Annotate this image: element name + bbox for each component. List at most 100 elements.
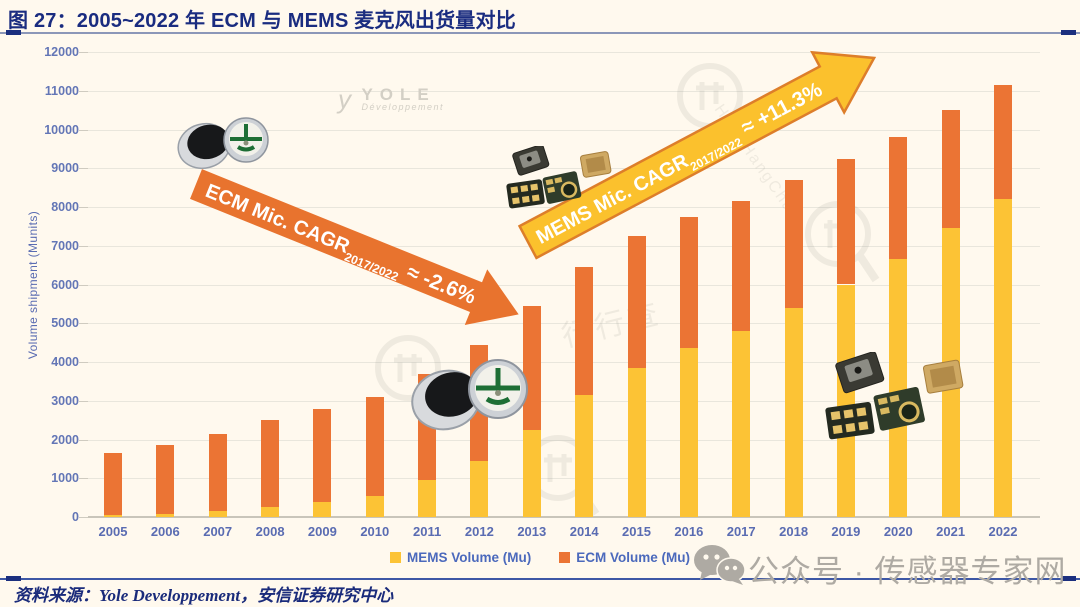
source-note: 资料来源：Yole Developpement，安信证券研究中心 (14, 586, 394, 605)
bar-segment-ecm (522, 305, 541, 430)
x-tick-label: 2006 (150, 524, 180, 539)
y-tick-label: 0 (72, 510, 79, 524)
bar-segment-ecm (261, 420, 280, 507)
ecm-mic-photo-large (411, 359, 528, 431)
y-tick (79, 284, 88, 286)
legend-label: MEMS Volume (Mu) (407, 550, 532, 565)
bar-segment-ecm (156, 445, 175, 514)
bar-segment-mems (208, 511, 227, 517)
bar-segment-mems (522, 429, 541, 517)
bar-segment-mems (994, 199, 1012, 518)
bar-segment-ecm (365, 396, 384, 496)
y-tick (79, 323, 88, 325)
y-tick (79, 207, 88, 208)
y-tick-label: 9000 (51, 161, 79, 176)
yole-logo-watermark: y YOLE Développement (338, 86, 444, 112)
bar-segment-mems (836, 284, 855, 517)
gridline (88, 90, 1040, 92)
bar-segment-ecm (313, 408, 332, 503)
bar-segment-mems (575, 394, 594, 517)
x-tick-label: 2009 (307, 524, 337, 539)
x-tick-label: 2019 (831, 524, 861, 539)
bar-segment-mems (889, 259, 908, 517)
y-tick-label: 8000 (51, 200, 79, 214)
title-divider-stub-right (1061, 30, 1076, 35)
wechat-watermark-text: 公众号 · 传感器专家网 (748, 554, 1067, 589)
mems-chip-photo-small (506, 146, 612, 209)
gridline (88, 439, 1040, 441)
gridline (88, 284, 1040, 286)
title-divider-stub-left (6, 30, 21, 35)
bar-segment-ecm (994, 84, 1012, 200)
x-tick-label: 2022 (988, 524, 1018, 539)
y-tick-label: 10000 (44, 122, 79, 137)
title-divider (0, 32, 1080, 34)
yole-logo-sub: Développement (361, 102, 444, 112)
bar-segment-ecm (208, 433, 227, 512)
bar-segment-ecm (679, 216, 698, 349)
x-tick-label: 2015 (622, 524, 651, 539)
x-tick-label: 2005 (98, 524, 128, 539)
y-tick-label: 6000 (51, 277, 79, 292)
x-tick-label: 2008 (255, 524, 285, 539)
footer-divider-stub-right (1061, 576, 1076, 581)
gridline (88, 168, 1040, 170)
x-tick-label: 2020 (883, 524, 913, 539)
y-tick (79, 129, 88, 131)
bar-segment-mems (470, 460, 489, 517)
bar-segment-mems (156, 513, 175, 517)
bar-segment-ecm (836, 158, 855, 285)
y-tick (79, 52, 88, 53)
x-tick-label: 2007 (203, 524, 233, 539)
gridline (88, 478, 1040, 480)
y-tick (79, 400, 88, 402)
y-tick (79, 90, 88, 92)
x-axis-line (88, 516, 1040, 518)
footer-divider (0, 578, 1080, 580)
y-tick-label: 11000 (44, 83, 79, 98)
y-tick (79, 245, 88, 247)
x-tick-label: 2021 (936, 524, 966, 539)
bar-segment-mems (784, 307, 803, 518)
bar-segment-ecm (104, 453, 122, 516)
legend-swatch (559, 552, 571, 563)
bar-segment-ecm (575, 267, 594, 395)
y-tick-label: 4000 (51, 355, 79, 369)
y-tick-label: 7000 (51, 238, 79, 253)
gridline (88, 52, 1040, 53)
gridline (88, 129, 1040, 131)
footer-divider-stub-left (6, 576, 21, 581)
y-tick-label: 3000 (51, 393, 79, 408)
yole-logo-name: YOLE (361, 85, 436, 104)
x-tick-label: 2010 (360, 524, 390, 539)
bar-segment-mems (679, 348, 698, 517)
bar-segment-mems (104, 515, 122, 517)
x-tick-label: 2011 (412, 524, 442, 539)
chart-legend: MEMS Volume (Mu) ECM Volume (Mu) (0, 550, 1080, 565)
x-tick-label: 2018 (779, 524, 809, 539)
bar-segment-ecm (732, 201, 751, 331)
bar-segment-ecm (627, 236, 646, 368)
bar-segment-mems (627, 367, 646, 517)
bar-segment-ecm (889, 137, 908, 260)
bar-segment-mems (313, 502, 332, 517)
legend-item: MEMS Volume (Mu) (390, 550, 531, 565)
y-tick (79, 362, 88, 363)
gridline (88, 245, 1040, 247)
legend-swatch (390, 552, 401, 563)
wechat-icon (694, 545, 746, 585)
gridline (88, 400, 1040, 402)
gridline (88, 323, 1040, 325)
y-tick (79, 168, 88, 170)
y-tick (79, 517, 88, 518)
y-tick-label: 2000 (51, 432, 79, 447)
bar-segment-mems (418, 480, 437, 517)
bar-segment-mems (365, 495, 384, 517)
x-tick-label: 2017 (726, 524, 756, 539)
y-tick (79, 439, 88, 441)
legend-item: ECM Volume (Mu) (559, 550, 690, 565)
y-tick-label: 1000 (51, 471, 79, 486)
x-tick-label: 2013 (517, 524, 547, 539)
